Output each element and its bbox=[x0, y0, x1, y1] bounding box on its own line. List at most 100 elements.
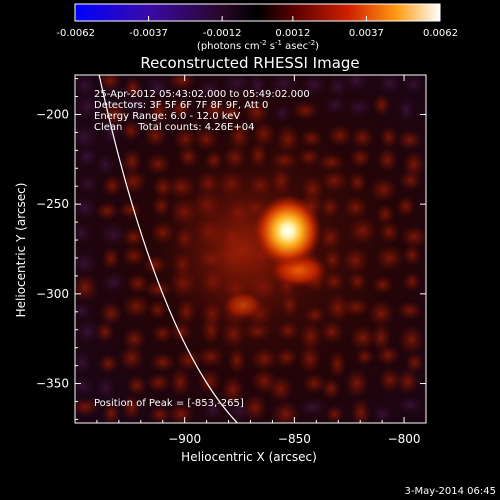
ripple-spot bbox=[173, 127, 198, 151]
ripple-spot bbox=[151, 323, 174, 344]
ripple-spot bbox=[142, 254, 168, 276]
ripple-spot bbox=[371, 275, 394, 295]
ripple-spot bbox=[223, 145, 247, 170]
y-tick-label: −250 bbox=[36, 197, 69, 211]
ripple-spot bbox=[304, 305, 326, 325]
ripple-spot bbox=[325, 405, 345, 423]
ripple-spot bbox=[75, 375, 95, 397]
ripple-spot bbox=[327, 75, 348, 99]
solar-limb bbox=[98, 75, 238, 423]
ripple-spot bbox=[101, 118, 121, 147]
annotations: 25-Apr-2012 05:43:02.000 to 05:49:02.000… bbox=[94, 89, 310, 409]
ripple-spot bbox=[148, 300, 167, 320]
ripple-spot bbox=[77, 174, 99, 194]
y-tick-label: −350 bbox=[36, 377, 69, 391]
ripple-spot bbox=[193, 126, 220, 151]
ripple-spot bbox=[118, 344, 145, 372]
y-axis: −200 −250 −300 −350 bbox=[36, 78, 426, 420]
ripple-spot bbox=[96, 153, 115, 176]
ripple-spot bbox=[378, 367, 402, 393]
ripple-spot bbox=[342, 247, 369, 274]
ripple-spot bbox=[402, 75, 424, 95]
ripple-spot bbox=[276, 320, 300, 341]
ripple-spot bbox=[248, 141, 268, 169]
colorbar-tick-label: -0.0062 bbox=[56, 28, 95, 39]
x-axis-label: Heliocentric X (arcsec) bbox=[181, 450, 317, 464]
ripple-spot bbox=[397, 96, 416, 124]
annotation-time-range: 25-Apr-2012 05:43:02.000 to 05:49:02.000 bbox=[94, 89, 310, 100]
ripple-spot bbox=[299, 321, 323, 351]
ripple-spot bbox=[124, 94, 147, 116]
ripple-spot bbox=[227, 121, 251, 152]
heatmap-image bbox=[75, 75, 426, 423]
colorbar-gradient bbox=[74, 3, 441, 22]
ripple-spot bbox=[146, 372, 172, 393]
ripple-spot bbox=[121, 148, 143, 176]
ripple-spot bbox=[169, 367, 191, 397]
x-axis: −900 −850 −800 bbox=[96, 75, 427, 446]
ripple-spot bbox=[75, 350, 93, 376]
ripple-spot bbox=[376, 147, 398, 173]
colorbar-tick-label: -0.0012 bbox=[203, 28, 242, 39]
ripple-spot bbox=[301, 75, 327, 97]
ripple-spot bbox=[323, 96, 347, 115]
ripple-spot bbox=[120, 119, 141, 142]
ripple-spot bbox=[375, 203, 395, 226]
ripple-spot bbox=[100, 271, 127, 294]
ripple-spot bbox=[197, 77, 221, 102]
ripple-spot bbox=[75, 124, 100, 151]
ripple-spot bbox=[379, 126, 399, 149]
ripple-spot bbox=[275, 124, 301, 155]
ripple-spot bbox=[328, 350, 347, 379]
ripple-spot bbox=[377, 75, 402, 95]
ripple-spot bbox=[320, 169, 349, 192]
ripple-spot bbox=[347, 217, 378, 245]
ripple-spot bbox=[75, 92, 102, 121]
annotation-clean-counts: Clean Total counts: 4.26E+04 bbox=[94, 122, 254, 133]
ripple-spot bbox=[95, 321, 115, 343]
ripple-spot bbox=[247, 75, 268, 100]
ripple-spot bbox=[97, 75, 123, 93]
ripple-spot bbox=[174, 348, 203, 372]
ripple-spot bbox=[177, 145, 200, 169]
ripple-spot bbox=[344, 368, 370, 398]
ripple-spot bbox=[395, 195, 416, 218]
ripple-spot bbox=[402, 271, 422, 292]
ripple-spot bbox=[151, 195, 171, 217]
ripple-spot bbox=[347, 271, 368, 292]
ripple-spot bbox=[145, 152, 171, 176]
ripple-spot bbox=[396, 395, 424, 415]
ripple-spot bbox=[274, 347, 298, 368]
ripple-spot bbox=[324, 293, 351, 323]
ripple-spot bbox=[75, 250, 98, 276]
ripple-spot bbox=[317, 153, 346, 172]
ripple-spot bbox=[322, 247, 343, 272]
ripple-spot bbox=[322, 270, 345, 292]
ripple-spot bbox=[372, 93, 392, 117]
ripple-spot bbox=[99, 301, 123, 326]
ripple-spot bbox=[152, 174, 174, 200]
ripple-spot bbox=[367, 299, 396, 328]
ripple-spot bbox=[402, 244, 422, 267]
ripple-spot bbox=[95, 375, 116, 400]
x-tick-label: −850 bbox=[278, 432, 311, 446]
ripple-spot bbox=[75, 195, 97, 221]
ripple-spot bbox=[395, 368, 420, 395]
ripple-spot bbox=[343, 195, 368, 220]
ripple-spot bbox=[318, 224, 342, 252]
ripple-spot bbox=[197, 368, 222, 396]
ripple-spot bbox=[121, 394, 142, 422]
ripple-spot bbox=[350, 126, 375, 150]
ripple-spot bbox=[75, 75, 96, 98]
y-axis-label: Heliocentric Y (arcsec) bbox=[14, 183, 28, 318]
ripple-spot bbox=[396, 129, 423, 150]
ripple-spot bbox=[376, 344, 400, 366]
ripple-spot bbox=[270, 150, 299, 171]
ripple-spot bbox=[349, 324, 377, 351]
ripple-spot bbox=[204, 150, 224, 171]
ripple-spot bbox=[396, 300, 423, 320]
ripple-spot bbox=[398, 170, 423, 191]
chart-title: Reconstructed RHESSI Image bbox=[140, 54, 359, 72]
ripple-spot bbox=[227, 346, 247, 375]
ripple-spot bbox=[375, 245, 404, 272]
